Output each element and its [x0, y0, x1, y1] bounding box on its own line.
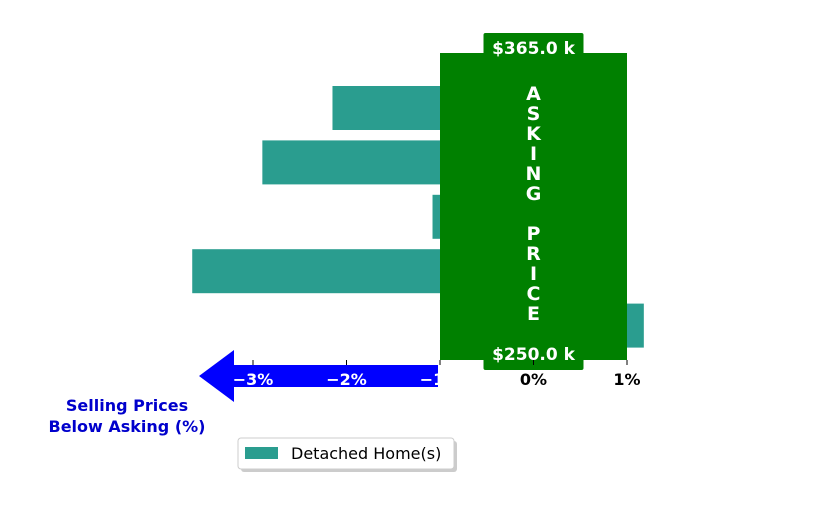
- x-tick-label-4: 1%: [613, 370, 640, 389]
- top-price-label: $365.0 k: [492, 39, 576, 59]
- legend: Detached Home(s): [237, 437, 457, 472]
- x-axis-ticks: −3% −2% −1% 0% 1%: [233, 360, 641, 389]
- legend-swatch: [245, 447, 278, 459]
- x-axis-caption-line-0: Selling Prices: [66, 396, 188, 415]
- bottom-price-badge: [483, 342, 584, 370]
- asking-band-rect: [440, 53, 627, 360]
- asking-letter-10: C: [527, 283, 541, 305]
- arrow-shape: [199, 350, 438, 402]
- legend-label: Detached Home(s): [291, 444, 441, 463]
- x-tick-label-0: −3%: [233, 370, 274, 389]
- asking-letter-4: N: [526, 163, 542, 185]
- asking-letter-3: I: [530, 143, 537, 165]
- asking-letter-5: G: [526, 183, 542, 205]
- asking-letter-1: S: [527, 103, 541, 125]
- legend-box: [237, 437, 455, 470]
- asking-letter-9: I: [530, 263, 537, 285]
- x-axis-caption-line-1: Below Asking (%): [49, 417, 206, 436]
- asking-letter-0: A: [526, 83, 541, 105]
- asking-letter-8: R: [526, 243, 541, 265]
- x-axis-caption: Selling Prices Below Asking (%): [49, 396, 206, 436]
- x-tick-label-1: −2%: [326, 370, 367, 389]
- asking-letter-2: K: [526, 123, 542, 145]
- asking-letter-11: E: [527, 303, 540, 325]
- asking-letter-7: P: [527, 223, 541, 245]
- bottom-price-label: $250.0 k: [492, 345, 576, 365]
- top-price-badge: [483, 33, 584, 61]
- x-tick-label-3: 0%: [520, 370, 547, 389]
- x-tick-label-2: −1%: [420, 370, 461, 389]
- below-asking-arrow: [199, 350, 438, 402]
